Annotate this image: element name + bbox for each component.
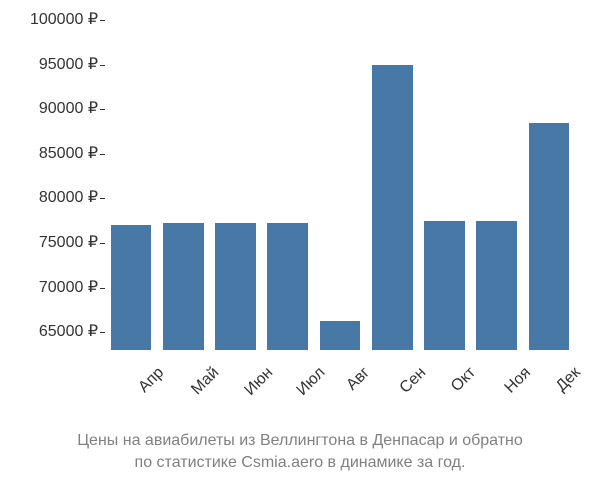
bar — [320, 321, 361, 350]
y-tick-label: 100000 ₽ — [8, 12, 98, 28]
y-tick-label: 85000 ₽ — [8, 146, 98, 162]
y-tick-mark — [100, 65, 105, 66]
plot-area — [105, 20, 575, 350]
x-tick-label: Сен — [397, 364, 430, 397]
y-tick-label: 75000 ₽ — [8, 235, 98, 251]
y-tick-mark — [100, 20, 105, 21]
x-tick-label: Ноя — [501, 364, 534, 397]
chart-caption: Цены на авиабилеты из Веллингтона в Денп… — [0, 430, 600, 473]
x-tick-label: Апр — [135, 364, 168, 397]
bar — [111, 225, 152, 350]
y-tick-label: 95000 ₽ — [8, 57, 98, 73]
y-tick-mark — [100, 243, 105, 244]
x-tick-label: Дек — [553, 364, 585, 396]
y-tick-mark — [100, 154, 105, 155]
y-tick-label: 70000 ₽ — [8, 280, 98, 296]
bar — [476, 221, 517, 350]
y-tick-label: 90000 ₽ — [8, 101, 98, 117]
x-tick-label: Авг — [343, 364, 373, 394]
y-tick-mark — [100, 198, 105, 199]
y-tick-label: 80000 ₽ — [8, 190, 98, 206]
bar — [372, 65, 413, 350]
x-tick-label: Май — [189, 364, 224, 399]
y-tick-mark — [100, 332, 105, 333]
y-tick-label: 65000 ₽ — [8, 324, 98, 340]
x-tick-label: Окт — [448, 364, 480, 396]
bar — [267, 223, 308, 350]
x-tick-label: Июн — [241, 364, 277, 400]
price-chart: 65000 ₽ 70000 ₽ 75000 ₽ 80000 ₽ 85000 ₽ 90000… — [0, 0, 600, 500]
bar — [215, 223, 256, 350]
x-tick-label: Июл — [293, 364, 329, 400]
bar — [529, 123, 570, 350]
bar — [424, 221, 465, 350]
y-tick-mark — [100, 288, 105, 289]
y-tick-mark — [100, 109, 105, 110]
caption-line-2: по статистике Csmia.aero в динамике за г… — [135, 454, 466, 471]
bar — [163, 223, 204, 350]
caption-line-1: Цены на авиабилеты из Веллингтона в Денп… — [77, 432, 523, 449]
